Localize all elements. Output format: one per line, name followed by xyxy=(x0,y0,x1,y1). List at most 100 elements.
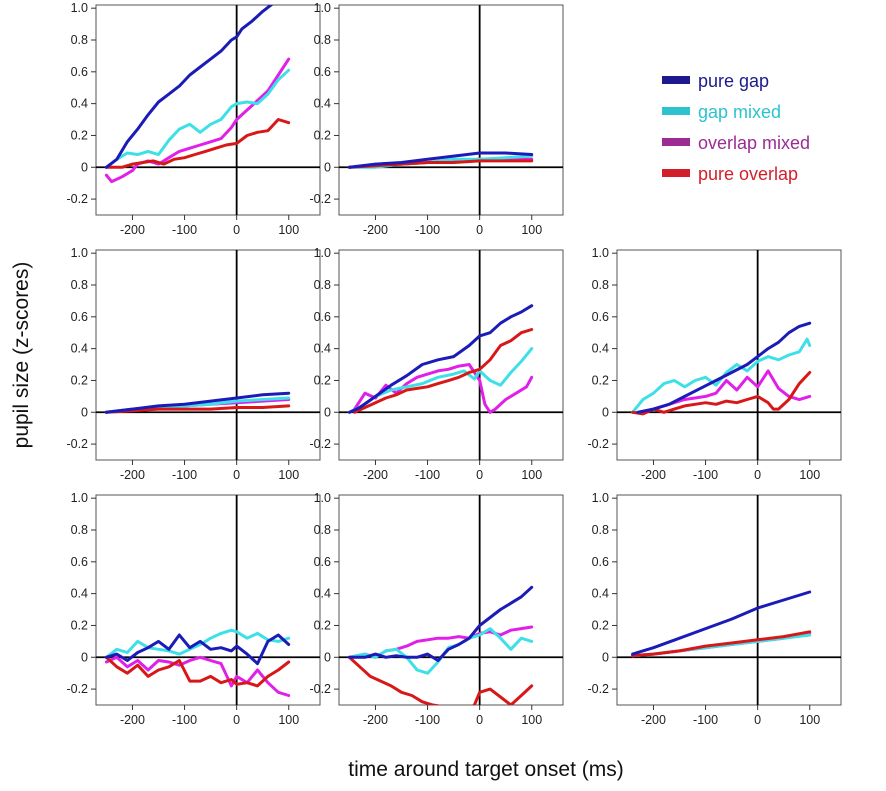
x-tick-label: -200 xyxy=(363,713,388,727)
series-line-pure-gap xyxy=(104,5,274,169)
x-tick-label: -100 xyxy=(693,468,718,482)
series-line-pure-gap xyxy=(347,151,534,169)
y-tick-label: 0.8 xyxy=(71,278,88,292)
legend-item-gap-mixed: gap mixed xyxy=(662,102,781,122)
y-tick-label: 0.6 xyxy=(71,555,88,569)
y-tick-label: 0 xyxy=(324,405,331,419)
x-tick-label: -200 xyxy=(120,713,145,727)
y-tick-label: 1.0 xyxy=(71,1,88,15)
legend-label: pure gap xyxy=(698,71,769,91)
y-tick-label: -0.2 xyxy=(587,437,609,451)
panel-r2-c0: 1.0 0.8 0.6 0.4 0.2 0 -0.2 -200 -100 0 100 xyxy=(66,491,321,727)
panel-r0-c0: 1.0 0.8 0.6 0.4 0.2 0 -0.2 -200 -100 0 100 xyxy=(66,1,321,237)
x-tick-label: 100 xyxy=(521,713,542,727)
x-tick-label: -200 xyxy=(641,468,666,482)
series-line-pure-overlap xyxy=(104,655,291,688)
x-tick-label: 100 xyxy=(278,468,299,482)
x-axis-title: time around target onset (ms) xyxy=(348,758,623,781)
y-tick-label: 0.2 xyxy=(71,618,88,632)
x-tick-label: -100 xyxy=(172,713,197,727)
x-tick-label: 100 xyxy=(521,468,542,482)
series-line-gap-mixed xyxy=(104,68,291,169)
y-tick-label: 0.6 xyxy=(592,310,609,324)
legend-item-pure-gap: pure gap xyxy=(662,71,769,91)
legend-swatch xyxy=(662,107,690,115)
legend-swatch xyxy=(662,169,690,177)
y-tick-label: 0.8 xyxy=(314,523,331,537)
series-line-gap-mixed xyxy=(631,337,812,414)
y-tick-label: 0.2 xyxy=(314,618,331,632)
y-tick-label: 0.2 xyxy=(71,373,88,387)
y-tick-label: -0.2 xyxy=(309,682,331,696)
series-line-pure-gap xyxy=(347,585,534,662)
x-tick-label: 0 xyxy=(476,223,483,237)
panel-r2-c2: 1.0 0.8 0.6 0.4 0.2 0 -0.2 -200 -100 0 100 xyxy=(587,491,842,727)
x-tick-label: -100 xyxy=(172,468,197,482)
panel-r1-c2: 1.0 0.8 0.6 0.4 0.2 0 -0.2 -200 -100 0 100 xyxy=(587,246,842,482)
x-tick-label: -100 xyxy=(415,223,440,237)
x-tick-label: 0 xyxy=(233,223,240,237)
y-tick-label: 1.0 xyxy=(71,491,88,505)
y-tick-label: 0.8 xyxy=(314,278,331,292)
y-tick-label: -0.2 xyxy=(309,437,331,451)
y-tick-label: 0 xyxy=(602,650,609,664)
panel-grid: 1.0 0.8 0.6 0.4 0.2 0 -0.2 -200 -100 0 100 1.0 0.8 0.… xyxy=(66,1,842,727)
panel-r1-c0: 1.0 0.8 0.6 0.4 0.2 0 -0.2 -200 -100 0 100 xyxy=(66,246,321,482)
panel-frame xyxy=(95,4,321,216)
panel-r1-c1: 1.0 0.8 0.6 0.4 0.2 0 -0.2 -200 -100 0 100 xyxy=(309,246,564,482)
x-tick-label: 0 xyxy=(233,713,240,727)
y-tick-label: 0.2 xyxy=(71,128,88,142)
panel-frame xyxy=(95,494,321,706)
panel-frame xyxy=(338,4,564,216)
y-tick-label: -0.2 xyxy=(66,682,88,696)
x-tick-label: -200 xyxy=(120,223,145,237)
y-tick-label: 0.4 xyxy=(314,342,331,356)
y-tick-label: -0.2 xyxy=(66,437,88,451)
panel-frame xyxy=(616,494,842,706)
series-line-gap-mixed xyxy=(104,628,291,659)
series-group xyxy=(631,321,812,416)
x-tick-label: 100 xyxy=(521,223,542,237)
x-tick-label: 0 xyxy=(754,468,761,482)
y-tick-label: 0 xyxy=(602,405,609,419)
legend-item-pure-overlap: pure overlap xyxy=(662,164,798,184)
series-line-gap-mixed xyxy=(347,347,534,414)
y-tick-label: 0.4 xyxy=(71,587,88,601)
legend-item-overlap-mixed: overlap mixed xyxy=(662,133,810,153)
x-tick-label: -200 xyxy=(120,468,145,482)
x-tick-label: 100 xyxy=(799,713,820,727)
x-tick-label: -100 xyxy=(172,223,197,237)
legend-label: pure overlap xyxy=(698,164,798,184)
y-tick-label: 0.8 xyxy=(592,523,609,537)
panel-frame xyxy=(338,249,564,461)
legend-label: overlap mixed xyxy=(698,133,810,153)
legend-label: gap mixed xyxy=(698,102,781,122)
x-tick-label: -200 xyxy=(363,223,388,237)
y-tick-label: -0.2 xyxy=(309,192,331,206)
y-tick-label: 1.0 xyxy=(314,1,331,15)
y-tick-label: 0.2 xyxy=(314,373,331,387)
y-tick-label: 0.6 xyxy=(314,310,331,324)
panel-frame xyxy=(95,249,321,461)
y-tick-label: 0.6 xyxy=(71,310,88,324)
x-tick-label: 100 xyxy=(278,223,299,237)
series-line-pure-overlap xyxy=(347,655,534,705)
x-tick-label: 0 xyxy=(476,713,483,727)
x-tick-label: 100 xyxy=(799,468,820,482)
panel-frame xyxy=(338,494,564,706)
series-group xyxy=(104,628,291,697)
series-line-pure-overlap xyxy=(353,328,534,414)
y-tick-label: 0.6 xyxy=(592,555,609,569)
y-tick-label: -0.2 xyxy=(66,192,88,206)
panel-r0-c1: 1.0 0.8 0.6 0.4 0.2 0 -0.2 -200 -100 0 100 xyxy=(309,1,564,237)
x-tick-label: 0 xyxy=(754,713,761,727)
x-tick-label: -100 xyxy=(415,468,440,482)
x-tick-label: -100 xyxy=(693,713,718,727)
y-tick-label: 1.0 xyxy=(314,246,331,260)
y-tick-label: 0 xyxy=(324,650,331,664)
series-group xyxy=(631,590,812,658)
y-tick-label: 0.8 xyxy=(592,278,609,292)
series-line-pure-overlap xyxy=(104,404,291,414)
y-tick-label: 0 xyxy=(81,405,88,419)
